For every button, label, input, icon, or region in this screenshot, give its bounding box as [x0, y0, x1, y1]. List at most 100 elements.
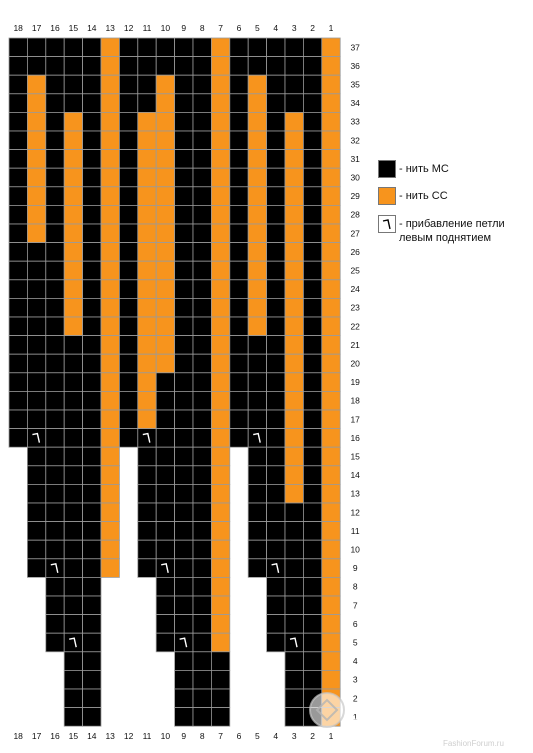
- postila-logo-watermark: [309, 692, 345, 728]
- chart-cell: [8, 56, 28, 76]
- chart-cell: [8, 390, 28, 411]
- chart-cell: [284, 409, 304, 430]
- chart-cell: [174, 56, 194, 76]
- chart-cell: [302, 632, 323, 653]
- column-label: 11: [143, 23, 152, 33]
- chart-cell: [266, 446, 286, 467]
- chart-cell: [155, 577, 175, 597]
- chart-cell: [137, 130, 157, 151]
- chart-cell: [82, 670, 102, 690]
- column-label: 3: [292, 23, 297, 33]
- chart-cell: [119, 335, 139, 355]
- chart-cell: [284, 130, 304, 151]
- chart-cell: [302, 74, 323, 95]
- chart-cell: [174, 390, 194, 411]
- chart-cell: [63, 260, 83, 281]
- chart-cell: [8, 409, 28, 430]
- chart-cell: [321, 93, 341, 113]
- chart-cell: [229, 242, 249, 262]
- chart-cell: [321, 37, 341, 58]
- chart-cell: [155, 186, 175, 206]
- chart-cell: [26, 539, 47, 560]
- chart-cell: [26, 204, 47, 225]
- chart-cell: [247, 186, 267, 206]
- chart-cell: [63, 446, 83, 467]
- chart-cell: [247, 316, 267, 337]
- chart-cell: [137, 502, 157, 523]
- chart-cell: [82, 316, 102, 337]
- column-label: 8: [200, 23, 205, 33]
- chart-cell: [192, 223, 212, 244]
- row-label: 1: [353, 712, 358, 722]
- chart-cell: [26, 260, 47, 281]
- chart-cell: [210, 502, 231, 523]
- chart-cell: [174, 670, 194, 690]
- chart-cell: [26, 242, 47, 262]
- chart-cell: [155, 130, 175, 151]
- chart-cell: [266, 186, 286, 206]
- chart-cell: [247, 74, 267, 95]
- chart-cell: [63, 539, 83, 560]
- chart-cell: [210, 465, 231, 485]
- chart-cell: [119, 372, 139, 392]
- column-labels-bottom: 18 17 16 15 14 13 12 11 10 9 8 7 6 5 4 3 2 1: [13, 731, 333, 741]
- chart-cell: [137, 521, 157, 541]
- chart-cell: [284, 93, 304, 113]
- column-label: 17: [32, 731, 42, 741]
- chart-cell: [82, 521, 102, 541]
- chart-cell: [284, 186, 304, 206]
- chart-cell: [155, 409, 175, 430]
- column-label: 5: [255, 731, 260, 741]
- chart-cell: [229, 279, 249, 299]
- chart-cell: [82, 409, 102, 430]
- chart-cell: [100, 539, 120, 560]
- chart-cell: [26, 446, 47, 467]
- chart-cell: [302, 502, 323, 523]
- chart-cell: [119, 297, 139, 318]
- chart-cell: [266, 465, 286, 485]
- chart-cell: [192, 707, 212, 727]
- chart-cell: [45, 539, 65, 560]
- chart-cell: [63, 74, 83, 95]
- chart-cell: [63, 186, 83, 206]
- row-labels: 3736353433323130292827262524232221201918…: [350, 42, 360, 722]
- chart-cell: [45, 37, 65, 58]
- chart-cell: [247, 242, 267, 262]
- column-label: 12: [124, 23, 134, 33]
- chart-cell: [100, 260, 120, 281]
- chart-cell: [82, 614, 102, 634]
- column-label: 15: [69, 731, 79, 741]
- chart-cell: [284, 372, 304, 392]
- chart-cell: [26, 335, 47, 355]
- row-label: 15: [350, 452, 360, 462]
- chart-cell: [192, 651, 212, 671]
- chart-cell: [63, 56, 83, 76]
- chart-cell: [229, 335, 249, 355]
- chart-cell: [137, 279, 157, 299]
- chart-cell: [247, 521, 267, 541]
- chart-cell: [63, 651, 83, 671]
- chart-cell: [247, 558, 267, 578]
- chart-cell: [284, 223, 304, 244]
- chart-cell: [266, 279, 286, 299]
- chart-cell: [100, 372, 120, 392]
- legend-cc-label: - нить СС: [399, 190, 448, 202]
- chart-cell: [8, 353, 28, 374]
- chart-cell: [284, 670, 304, 690]
- chart-cell: [174, 112, 194, 132]
- chart-cell: [155, 372, 175, 392]
- chart-cell: [284, 204, 304, 225]
- chart-cell: [174, 577, 194, 597]
- chart-cell: [266, 390, 286, 411]
- chart-cell: [45, 149, 65, 169]
- row-label: 7: [353, 600, 358, 610]
- chart-cell: [302, 130, 323, 151]
- chart-cell: [321, 614, 341, 634]
- chart-cell: [247, 56, 267, 76]
- chart-cell: [8, 74, 28, 95]
- column-label: 18: [13, 731, 23, 741]
- chart-cell: [26, 502, 47, 523]
- chart-cell: [284, 632, 304, 653]
- chart-cell: [174, 130, 194, 151]
- chart-cell: [229, 372, 249, 392]
